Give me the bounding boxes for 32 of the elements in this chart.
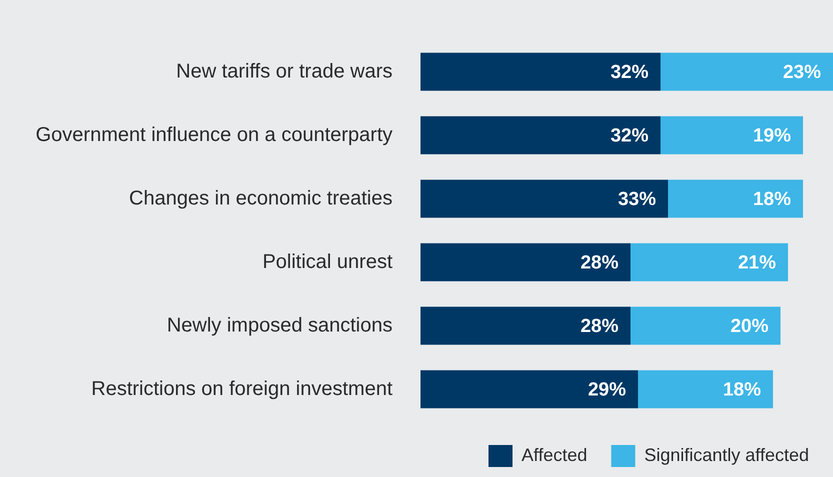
data-label: 33% (618, 188, 656, 210)
legend-label: Significantly affected (644, 444, 810, 465)
data-label: 32% (610, 62, 649, 83)
bar (630, 243, 788, 282)
y-tick-label: Newly imposed sanctions (166, 314, 392, 336)
data-label: 18% (752, 188, 792, 210)
data-label: 20% (730, 316, 769, 337)
bar (420, 370, 638, 408)
bar (420, 180, 668, 218)
bar (660, 52, 833, 91)
y-tick-label: Political unrest (262, 250, 393, 273)
bar (420, 306, 630, 345)
y-tick-label: New tariffs or trade wars (176, 60, 392, 82)
y-tick-label: Government influence on a counterparty (36, 124, 392, 146)
bar (630, 306, 780, 345)
bar (420, 116, 660, 154)
data-label: 18% (722, 379, 762, 400)
data-label: 32% (610, 125, 649, 146)
bar (638, 370, 773, 408)
data-label: 23% (782, 62, 822, 83)
data-label: 19% (752, 125, 792, 146)
y-tick-label: Restrictions on foreign investment (91, 378, 393, 400)
bar (668, 180, 803, 218)
bar (660, 116, 803, 154)
data-label: 28% (580, 252, 619, 274)
legend-label: Affected (522, 444, 588, 465)
bar (420, 52, 660, 91)
data-label: 21% (738, 252, 776, 274)
data-label: 29% (588, 379, 626, 400)
y-tick-label: Changes in economic treaties (129, 187, 392, 210)
bar (420, 243, 630, 282)
data-label: 28% (580, 316, 619, 337)
